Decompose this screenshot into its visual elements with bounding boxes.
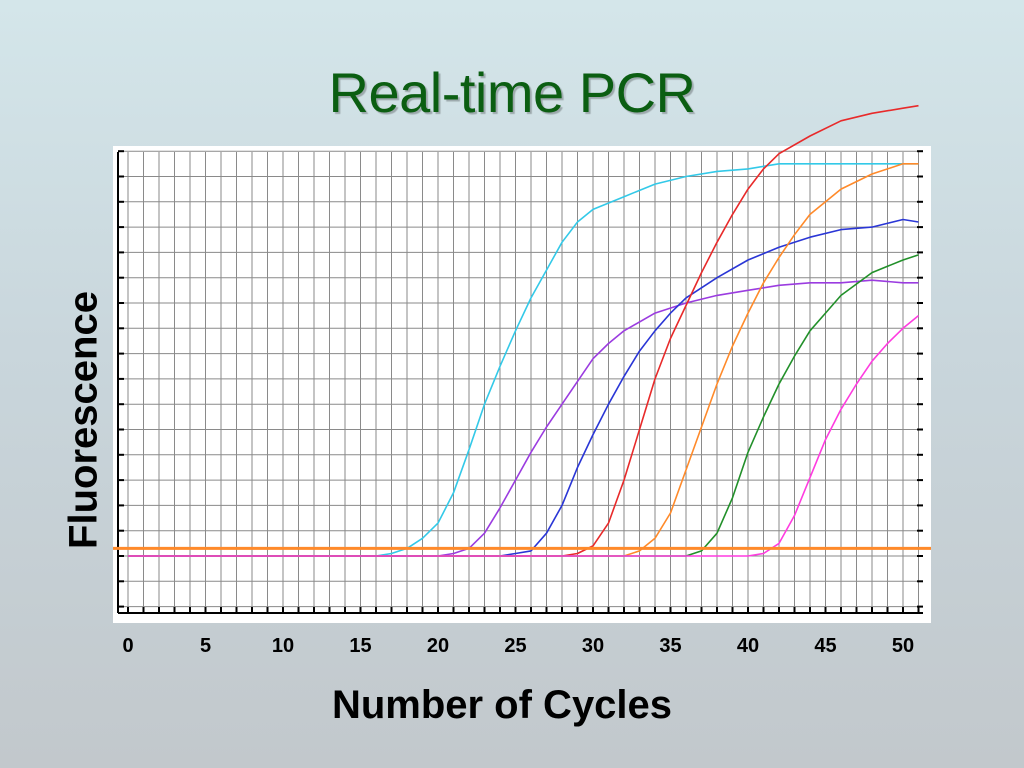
x-tick-label: 5 — [200, 635, 211, 657]
amplification-curve-6 — [128, 254, 919, 557]
slide-title: Real-time PCR — [328, 61, 696, 124]
x-tick-labels: 0 5 10 15 20 25 30 35 40 45 50 — [122, 635, 914, 657]
x-tick-label: 30 — [582, 635, 604, 657]
x-tick-label: 35 — [659, 635, 681, 657]
x-tick-label: 40 — [737, 635, 759, 657]
x-tick-label: 20 — [427, 635, 449, 657]
x-tick-label: 25 — [504, 635, 526, 657]
amplification-curve-7 — [128, 314, 920, 557]
axes — [117, 150, 923, 614]
x-tick-label: 45 — [814, 635, 836, 657]
amplification-curve-1 — [128, 163, 919, 557]
x-axis-label: Number of Cycles — [331, 683, 673, 727]
series-layer — [128, 104, 920, 557]
amplification-curve-5 — [128, 163, 919, 557]
x-tick-label: 10 — [272, 635, 294, 657]
x-tick-label: 15 — [349, 635, 371, 657]
y-axis-label: Fluorescence — [61, 291, 106, 549]
amplification-curve-4 — [128, 104, 919, 557]
amplification-curve-3 — [128, 218, 919, 557]
amplification-curve-2 — [128, 279, 919, 557]
x-tick-label: 0 — [122, 635, 133, 657]
x-tick-label: 50 — [892, 635, 914, 657]
